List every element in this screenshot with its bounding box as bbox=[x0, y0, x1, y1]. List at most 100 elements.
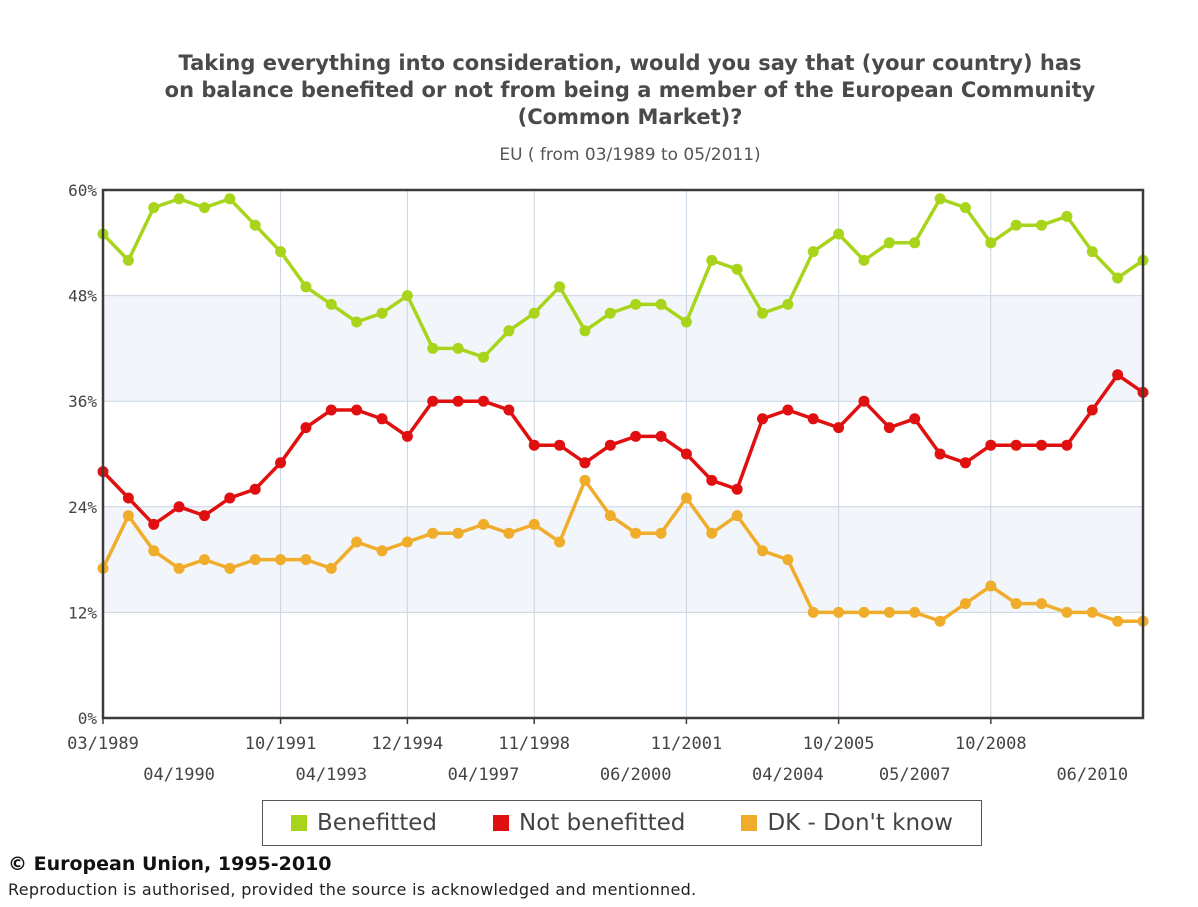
data-point bbox=[122, 510, 134, 522]
data-point bbox=[757, 307, 769, 319]
data-point bbox=[198, 202, 210, 214]
legend-swatch-dont-know bbox=[741, 815, 758, 831]
chart-title-line-1: Taking everything into consideration, wo… bbox=[178, 51, 1082, 75]
data-point bbox=[630, 527, 642, 539]
chart-subtitle: EU ( from 03/1989 to 05/2011) bbox=[499, 145, 761, 165]
data-point bbox=[300, 281, 312, 293]
data-point bbox=[351, 536, 363, 548]
x-tick-label: 04/1997 bbox=[448, 765, 520, 785]
data-point bbox=[757, 413, 769, 425]
series-benefitted bbox=[97, 193, 1149, 363]
data-point bbox=[173, 501, 185, 513]
data-point bbox=[148, 545, 160, 557]
data-point bbox=[630, 298, 642, 310]
data-point bbox=[807, 606, 819, 618]
legend-label-not-benefitted: Not benefitted bbox=[519, 810, 686, 836]
copyright-notice: © European Union, 1995-2010 bbox=[8, 853, 332, 875]
data-point bbox=[401, 290, 413, 302]
data-point bbox=[1010, 598, 1022, 610]
data-point bbox=[528, 518, 540, 530]
data-point bbox=[198, 510, 210, 522]
data-point bbox=[1112, 272, 1124, 284]
reproduction-notice: Reproduction is authorised, provided the… bbox=[8, 880, 697, 899]
data-point bbox=[833, 228, 845, 240]
y-tick-label: 0% bbox=[78, 709, 98, 728]
data-point bbox=[249, 554, 261, 566]
data-point bbox=[427, 527, 439, 539]
data-point bbox=[1112, 369, 1124, 381]
data-point bbox=[427, 395, 439, 407]
x-tick-label: 11/2001 bbox=[651, 734, 723, 754]
data-point bbox=[1061, 606, 1073, 618]
data-point bbox=[1112, 615, 1124, 627]
data-point bbox=[680, 316, 692, 328]
x-tick-label: 04/1990 bbox=[143, 765, 215, 785]
data-point bbox=[503, 527, 515, 539]
data-point bbox=[959, 598, 971, 610]
data-point bbox=[1061, 439, 1073, 451]
data-point bbox=[579, 457, 591, 469]
data-point bbox=[477, 395, 489, 407]
data-point bbox=[528, 307, 540, 319]
data-point bbox=[883, 422, 895, 434]
data-point bbox=[148, 518, 160, 530]
data-point bbox=[959, 202, 971, 214]
data-point bbox=[1036, 219, 1048, 231]
y-tick-label: 24% bbox=[68, 498, 97, 517]
data-point bbox=[224, 492, 236, 504]
data-point bbox=[731, 483, 743, 495]
data-point bbox=[376, 307, 388, 319]
data-point bbox=[782, 298, 794, 310]
data-point bbox=[706, 474, 718, 486]
legend-item-benefitted[interactable]: Benefitted bbox=[291, 810, 437, 836]
x-tick-label: 10/1991 bbox=[245, 734, 317, 754]
data-point bbox=[934, 448, 946, 460]
data-point bbox=[1036, 598, 1048, 610]
data-point bbox=[477, 518, 489, 530]
data-point bbox=[680, 448, 692, 460]
y-tick-label: 12% bbox=[68, 603, 97, 622]
data-point bbox=[782, 404, 794, 416]
chart-title: Taking everything into consideration, wo… bbox=[60, 50, 1198, 131]
x-tick-label: 06/2010 bbox=[1056, 765, 1128, 785]
data-point bbox=[909, 237, 921, 249]
data-point bbox=[883, 237, 895, 249]
data-point bbox=[858, 395, 870, 407]
data-point bbox=[1086, 246, 1098, 258]
legend-label-benefitted: Benefitted bbox=[317, 810, 437, 836]
data-point bbox=[1061, 210, 1073, 222]
data-point bbox=[351, 404, 363, 416]
x-tick-label: 04/1993 bbox=[295, 765, 367, 785]
y-tick-label: 48% bbox=[68, 287, 97, 306]
data-point bbox=[833, 422, 845, 434]
x-tick-label: 05/2007 bbox=[879, 765, 951, 785]
data-point bbox=[807, 413, 819, 425]
line-chart: 0% 12% 24% 36% 48% 60% 03/1989 10/1991 12/1994 11… bbox=[67, 181, 1149, 785]
series-dk-don-t-know bbox=[97, 474, 1149, 627]
data-point bbox=[477, 351, 489, 363]
chart-title-line-2: on balance benefited or not from being a… bbox=[164, 78, 1096, 102]
data-point bbox=[198, 554, 210, 566]
data-point bbox=[427, 342, 439, 354]
data-point bbox=[275, 457, 287, 469]
data-point bbox=[249, 483, 261, 495]
data-point bbox=[275, 246, 287, 258]
data-point bbox=[934, 615, 946, 627]
data-point bbox=[655, 430, 667, 442]
data-point bbox=[909, 413, 921, 425]
x-tick-label: 10/2005 bbox=[803, 734, 875, 754]
legend-item-dont-know[interactable]: DK - Don't know bbox=[741, 810, 953, 836]
data-point bbox=[401, 536, 413, 548]
x-tick-label: 12/1994 bbox=[372, 734, 444, 754]
data-point bbox=[604, 439, 616, 451]
x-tick-label: 11/1998 bbox=[498, 734, 570, 754]
data-point bbox=[300, 554, 312, 566]
data-point bbox=[122, 492, 134, 504]
legend-item-not-benefitted[interactable]: Not benefitted bbox=[493, 810, 685, 836]
data-point bbox=[376, 545, 388, 557]
data-point bbox=[909, 606, 921, 618]
data-point bbox=[807, 246, 819, 258]
data-point bbox=[401, 430, 413, 442]
data-point bbox=[452, 342, 464, 354]
data-point bbox=[554, 536, 566, 548]
